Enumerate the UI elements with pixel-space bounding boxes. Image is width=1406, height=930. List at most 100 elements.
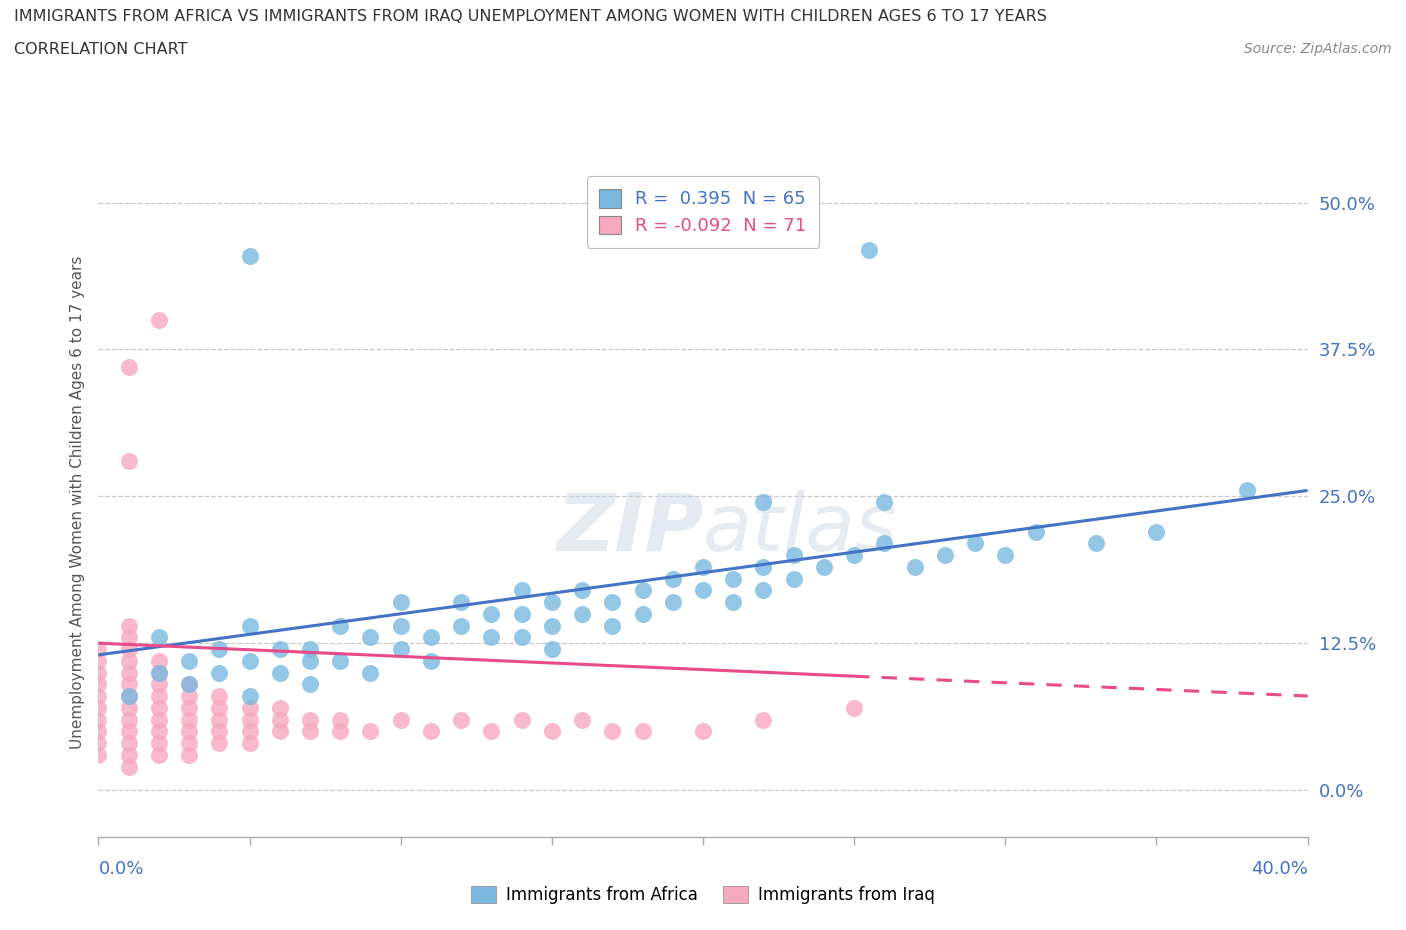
- Point: [177, 712, 201, 727]
- Point: [148, 665, 170, 680]
- Point: [721, 571, 744, 586]
- Point: [1236, 483, 1258, 498]
- Text: CORRELATION CHART: CORRELATION CHART: [14, 42, 187, 57]
- Point: [934, 548, 956, 563]
- Point: [752, 583, 775, 598]
- Point: [571, 712, 593, 727]
- Point: [87, 724, 110, 738]
- Point: [269, 724, 291, 738]
- Point: [692, 583, 714, 598]
- Point: [844, 548, 866, 563]
- Point: [269, 700, 291, 715]
- Point: [631, 724, 654, 738]
- Text: Source: ZipAtlas.com: Source: ZipAtlas.com: [1244, 42, 1392, 56]
- Point: [118, 630, 141, 644]
- Point: [118, 642, 141, 657]
- Point: [118, 748, 141, 763]
- Point: [87, 748, 110, 763]
- Point: [661, 571, 683, 586]
- Point: [177, 736, 201, 751]
- Point: [602, 594, 624, 609]
- Point: [844, 700, 866, 715]
- Point: [239, 712, 262, 727]
- Point: [177, 677, 201, 692]
- Point: [148, 724, 170, 738]
- Point: [148, 700, 170, 715]
- Point: [540, 618, 562, 633]
- Point: [177, 688, 201, 703]
- Point: [239, 688, 262, 703]
- Point: [118, 724, 141, 738]
- Point: [239, 700, 262, 715]
- Text: atlas: atlas: [703, 490, 898, 568]
- Point: [481, 724, 503, 738]
- Point: [419, 724, 441, 738]
- Point: [481, 606, 503, 621]
- Point: [177, 700, 201, 715]
- Point: [87, 642, 110, 657]
- Point: [329, 712, 352, 727]
- Point: [118, 700, 141, 715]
- Point: [299, 677, 322, 692]
- Point: [87, 654, 110, 669]
- Point: [299, 724, 322, 738]
- Point: [752, 559, 775, 574]
- Point: [118, 677, 141, 692]
- Point: [329, 618, 352, 633]
- Point: [118, 360, 141, 375]
- Point: [239, 654, 262, 669]
- Point: [299, 712, 322, 727]
- Point: [148, 736, 170, 751]
- Point: [118, 736, 141, 751]
- Point: [661, 594, 683, 609]
- Point: [450, 594, 472, 609]
- Point: [87, 665, 110, 680]
- Point: [692, 559, 714, 574]
- Point: [752, 495, 775, 510]
- Point: [540, 724, 562, 738]
- Point: [208, 642, 231, 657]
- Point: [87, 700, 110, 715]
- Point: [118, 618, 141, 633]
- Point: [87, 736, 110, 751]
- Point: [208, 712, 231, 727]
- Point: [239, 736, 262, 751]
- Point: [602, 724, 624, 738]
- Point: [208, 736, 231, 751]
- Point: [873, 536, 896, 551]
- Point: [118, 712, 141, 727]
- Point: [419, 630, 441, 644]
- Point: [148, 712, 170, 727]
- Point: [904, 559, 927, 574]
- Point: [118, 759, 141, 774]
- Point: [177, 677, 201, 692]
- Point: [148, 688, 170, 703]
- Point: [208, 665, 231, 680]
- Point: [419, 654, 441, 669]
- Point: [1024, 525, 1046, 539]
- Point: [450, 712, 472, 727]
- Point: [329, 724, 352, 738]
- Point: [360, 630, 382, 644]
- Text: ZIP: ZIP: [555, 490, 703, 568]
- Point: [360, 724, 382, 738]
- Point: [813, 559, 835, 574]
- Point: [602, 618, 624, 633]
- Point: [481, 630, 503, 644]
- Point: [269, 665, 291, 680]
- Point: [631, 583, 654, 598]
- Point: [360, 665, 382, 680]
- Point: [239, 618, 262, 633]
- Point: [752, 712, 775, 727]
- Text: 0.0%: 0.0%: [98, 860, 143, 878]
- Point: [1085, 536, 1108, 551]
- Point: [118, 665, 141, 680]
- Point: [148, 312, 170, 327]
- Point: [87, 712, 110, 727]
- Point: [873, 495, 896, 510]
- Point: [329, 654, 352, 669]
- Point: [208, 688, 231, 703]
- Point: [994, 548, 1017, 563]
- Point: [148, 748, 170, 763]
- Point: [148, 630, 170, 644]
